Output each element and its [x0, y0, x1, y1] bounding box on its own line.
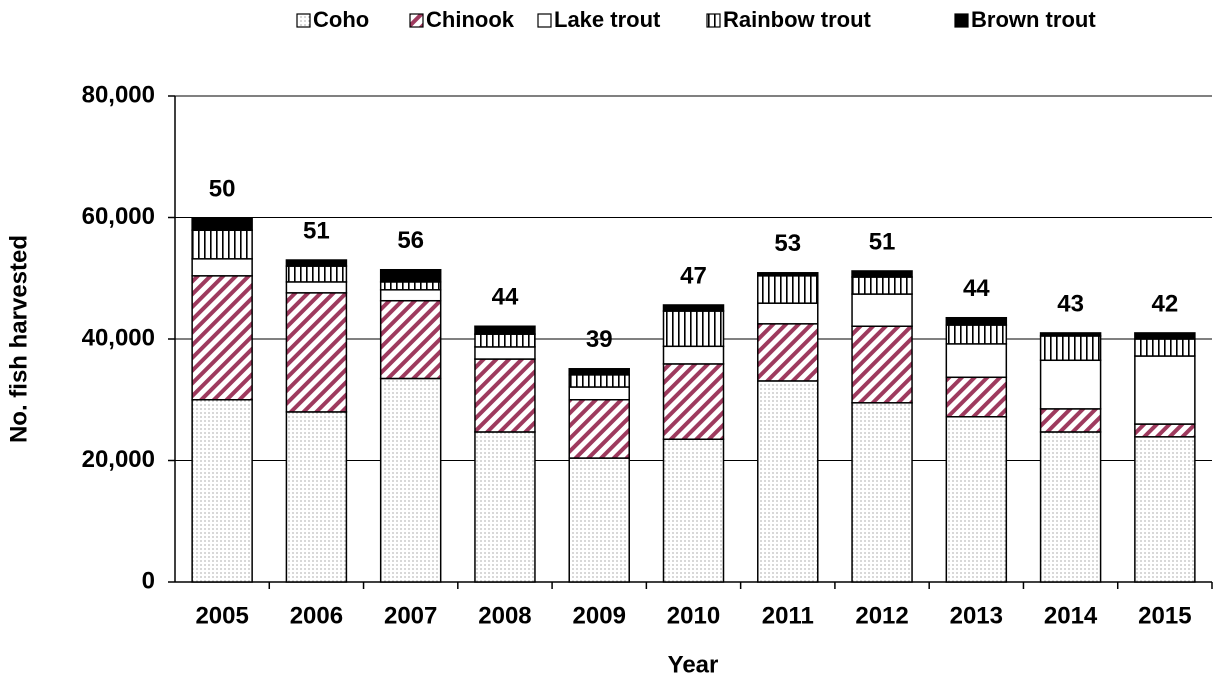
bar-segment: [662, 345, 725, 365]
bar-segment: [379, 289, 442, 302]
legend-swatch: [706, 13, 721, 28]
bar-segment: [568, 374, 630, 388]
bar-label: 51: [869, 228, 896, 255]
bar-segment: [851, 402, 913, 583]
bar-segment: [285, 281, 348, 294]
y-tick-label: 60,000: [82, 203, 155, 230]
bar-segment: [1039, 359, 1102, 410]
y-axis-title: No. fish harvested: [5, 235, 32, 443]
x-tick-label: 2006: [290, 602, 343, 629]
bar-label: 44: [963, 275, 990, 302]
bar-segment: [191, 399, 253, 583]
bar-segment: [945, 316, 1008, 326]
bar-segment: [191, 229, 253, 260]
bar-label: 56: [397, 227, 424, 254]
bar-segment: [945, 416, 1008, 583]
bar-segment: [379, 268, 442, 283]
bar-segment: [191, 258, 253, 277]
bar-segment: [1039, 335, 1102, 362]
legend-swatch: [537, 13, 552, 28]
bar-segment: [285, 292, 348, 413]
bar-segment: [662, 304, 725, 312]
bar-segment: [757, 302, 819, 325]
y-tick-label: 80,000: [82, 81, 155, 108]
y-tick-label: 40,000: [82, 324, 155, 351]
y-tick-label: 0: [142, 567, 155, 594]
bar-segment: [191, 217, 253, 232]
legend-swatch: [296, 13, 311, 28]
bar-segment: [662, 310, 725, 348]
x-tick-label: 2007: [384, 602, 437, 629]
bar-label: 44: [492, 284, 519, 311]
bar-segment: [1039, 431, 1102, 583]
bar-segment: [851, 270, 913, 278]
x-axis-title: Year: [668, 651, 719, 678]
x-tick-label: 2011: [762, 602, 814, 629]
bar-segment: [851, 325, 913, 404]
bar-label: 39: [586, 326, 613, 353]
bar-segment: [757, 272, 819, 277]
bar-label: 53: [774, 230, 801, 257]
y-tick-label: 20,000: [82, 446, 155, 473]
bar-segment: [945, 324, 1008, 345]
x-tick-label: 2008: [478, 602, 531, 629]
bar-label: 51: [303, 217, 330, 244]
bar-segment: [757, 380, 819, 583]
bar-segment: [474, 358, 536, 433]
bar-segment: [1039, 332, 1102, 337]
x-tick-label: 2014: [1044, 602, 1098, 629]
bar-segment: [285, 259, 348, 267]
bar-segment: [945, 376, 1008, 418]
bar-label: 47: [680, 262, 707, 289]
bar-segment: [285, 265, 348, 283]
bar-segment: [568, 386, 630, 401]
legend-label: Chinook: [426, 7, 515, 32]
bar-segment: [379, 377, 442, 583]
legend-swatch: [954, 13, 969, 28]
bar-segment: [474, 346, 536, 360]
bar-segment: [1134, 436, 1196, 583]
bar-segment: [568, 399, 630, 459]
bar-segment: [851, 293, 913, 327]
legend-label: Lake trout: [554, 7, 661, 32]
x-tick-label: 2009: [573, 602, 626, 629]
bar-segment: [191, 275, 253, 401]
bar-segment: [474, 431, 536, 583]
bar-label: 42: [1152, 290, 1179, 317]
x-tick-label: 2012: [855, 602, 908, 629]
x-tick-label: 2010: [667, 602, 720, 629]
bar-segment: [662, 438, 725, 583]
x-tick-label: 2005: [195, 602, 248, 629]
bar-segment: [379, 299, 442, 380]
legend-label: Rainbow trout: [723, 7, 872, 32]
bar-segment: [1134, 355, 1196, 425]
x-tick-label: 2013: [950, 602, 1003, 629]
bar-segment: [568, 457, 630, 583]
bar-segment: [662, 363, 725, 440]
legend-label: Coho: [313, 7, 369, 32]
bar-segment: [285, 411, 348, 583]
bar-segment: [379, 281, 442, 291]
bar-segment: [474, 325, 536, 335]
bar-segment: [1134, 332, 1196, 340]
bar-segment: [1134, 338, 1196, 357]
bar-segment: [568, 368, 630, 376]
bar-segment: [1039, 408, 1102, 433]
bar-segment: [945, 343, 1008, 379]
legend-label: Brown trout: [971, 7, 1096, 32]
bar-segment: [474, 333, 536, 348]
legend-swatch: [409, 13, 424, 28]
bar-segment: [1134, 423, 1196, 438]
bar-label: 43: [1057, 290, 1084, 317]
bar-segment: [757, 275, 819, 304]
x-tick-label: 2015: [1138, 602, 1191, 629]
bar-segment: [851, 276, 913, 295]
bar-segment: [757, 323, 819, 382]
bar-label: 50: [209, 175, 236, 202]
